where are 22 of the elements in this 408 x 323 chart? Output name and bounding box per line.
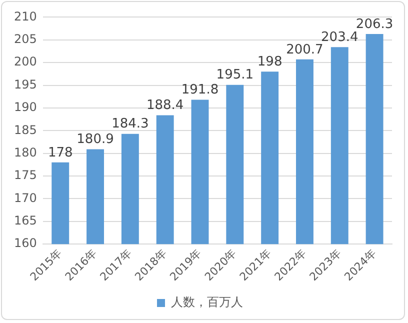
data-label: 203.4 xyxy=(321,30,358,46)
data-label: 200.7 xyxy=(286,42,324,58)
data-label: 188.4 xyxy=(146,98,184,114)
data-label: 198 xyxy=(257,54,282,70)
y-tick-label: 165 xyxy=(14,214,37,228)
data-label: 206.3 xyxy=(356,16,394,32)
y-tick-label: 160 xyxy=(14,236,37,250)
y-tick-label: 185 xyxy=(14,122,37,137)
y-tick-label: 205 xyxy=(14,32,37,46)
y-tick-label: 175 xyxy=(14,168,37,182)
data-label: 191.8 xyxy=(181,82,219,98)
data-label: 195.1 xyxy=(216,68,254,83)
data-label: 180.9 xyxy=(76,132,114,148)
data-label: 178 xyxy=(48,145,73,160)
y-tick-label: 190 xyxy=(14,100,37,114)
legend-label: 人数，百万人 xyxy=(171,295,243,310)
data-label: 184.3 xyxy=(112,116,149,132)
y-tick-label: 170 xyxy=(14,190,37,205)
y-tick-label: 200 xyxy=(14,54,37,69)
y-tick-label: 195 xyxy=(14,77,37,92)
y-tick-label: 210 xyxy=(14,9,37,24)
y-tick-label: 180 xyxy=(14,145,37,160)
